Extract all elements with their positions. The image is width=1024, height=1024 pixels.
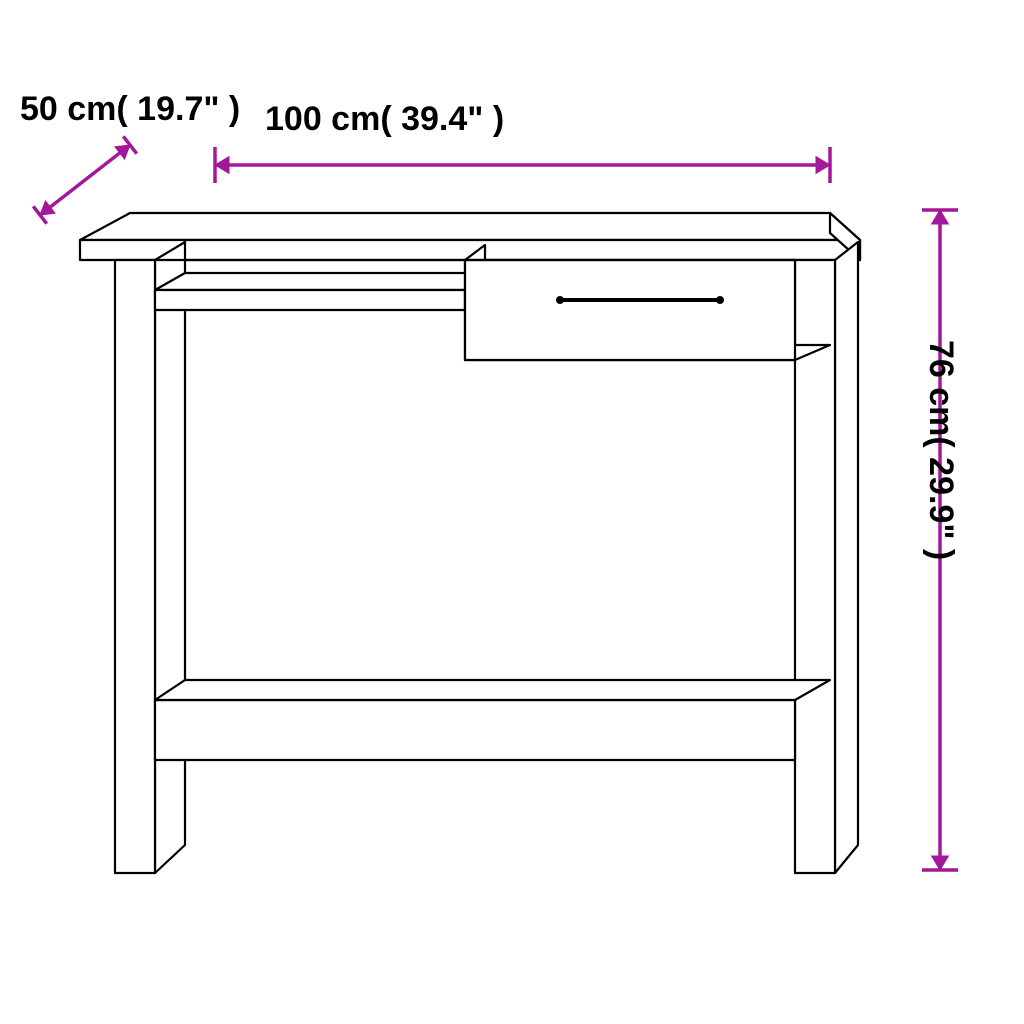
depth-label: 50 cm( 19.7" )	[20, 90, 240, 129]
height-label: 76 cm( 29.9" )	[921, 340, 960, 560]
desk-dimension-diagram	[0, 0, 1024, 1024]
diagram-stage: 50 cm( 19.7" ) 100 cm( 39.4" ) 76 cm( 29…	[0, 0, 1024, 1024]
width-label: 100 cm( 39.4" )	[265, 100, 504, 139]
